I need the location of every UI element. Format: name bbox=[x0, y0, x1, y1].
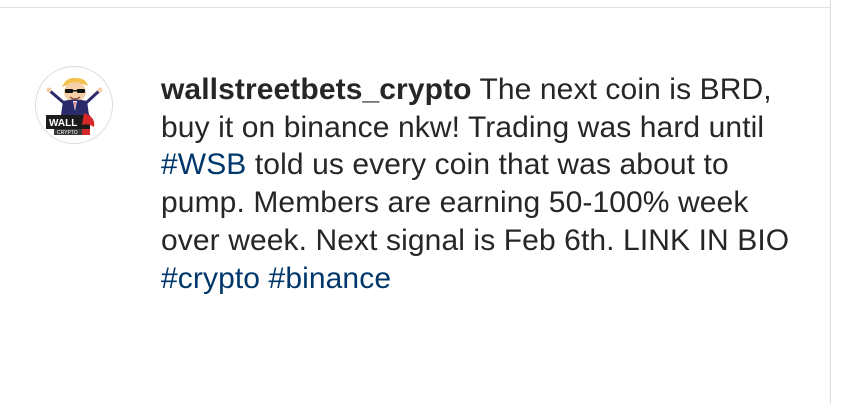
post-caption: wallstreetbets_crypto The next coin is B… bbox=[161, 71, 801, 297]
hashtag-binance[interactable]: #binance bbox=[268, 261, 392, 295]
avatar-logo-subtext: CRYPTO bbox=[57, 130, 78, 136]
avatar[interactable]: WALL CRYPTO bbox=[35, 66, 113, 144]
caption-text: The next coin is BRD, buy it on binance … bbox=[161, 73, 772, 144]
panel-right-border bbox=[830, 0, 831, 404]
hashtag-wsb[interactable]: #WSB bbox=[161, 148, 247, 182]
username-link[interactable]: wallstreetbets_crypto bbox=[161, 73, 472, 106]
caption-text-continued: told us every coin that was about to pum… bbox=[161, 148, 790, 257]
top-divider bbox=[0, 7, 830, 8]
avatar-logo-text: WALL bbox=[49, 118, 77, 129]
wsb-mascot-logo-icon: WALL CRYPTO bbox=[36, 67, 112, 143]
hashtag-crypto[interactable]: #crypto bbox=[161, 261, 261, 295]
